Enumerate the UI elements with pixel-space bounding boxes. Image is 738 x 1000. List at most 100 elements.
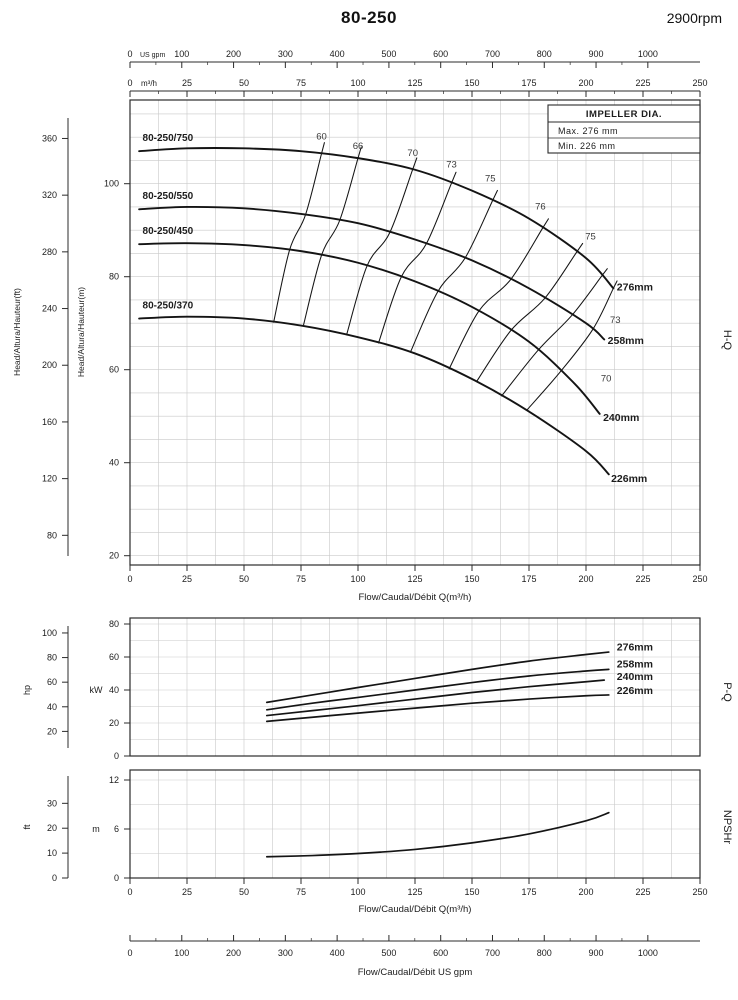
hq-x-tick-label: 100 — [350, 574, 365, 584]
impeller-dia-box — [547, 104, 701, 154]
impeller-max-row: Max. 276 mm — [558, 126, 618, 136]
hq-x-tick-label: 25 — [182, 574, 192, 584]
curve-diameter-label: 240mm — [617, 671, 653, 683]
hq-x-tick-label: 75 — [296, 574, 306, 584]
npsh-x-tick-label: 175 — [521, 887, 536, 897]
efficiency-label: 70 — [601, 373, 612, 384]
pq-kw-axis-label: kW — [90, 685, 104, 695]
npsh-ft-tick-label: 20 — [47, 823, 57, 833]
efficiency-line-70 — [346, 157, 418, 336]
top-gpm-unit-label: US gpm — [140, 52, 165, 59]
curve-diameter-label: 258mm — [608, 335, 644, 347]
power-curve-276mm — [265, 651, 610, 704]
curve-model-label: 80-250/370 — [143, 300, 194, 311]
gpm-tick-label: 800 — [537, 49, 552, 59]
gpm-tick-label: 200 — [226, 49, 241, 59]
pq-kw-tick-label: 20 — [109, 718, 119, 728]
m3h-tick-label: 50 — [239, 78, 249, 88]
efficiency-label: 75 — [585, 232, 596, 243]
section-label-npshr: NPSHr — [721, 810, 733, 845]
npsh-x-tick-label: 25 — [182, 887, 192, 897]
m3h-tick-label: 225 — [635, 78, 650, 88]
npsh-m-axis-label: m — [92, 824, 100, 834]
efficiency-line-70 — [526, 280, 618, 411]
m3h-tick-label: 250 — [692, 78, 707, 88]
m3h-tick-label: 0 — [127, 78, 132, 88]
gpm-tick-label: 400 — [330, 49, 345, 59]
pq-hp-tick-label: 80 — [47, 653, 57, 663]
efficiency-label: 73 — [446, 159, 457, 170]
hq-ft-tick-label: 80 — [47, 530, 57, 540]
npsh-x-tick-label: 150 — [464, 887, 479, 897]
gpm-tick-label: 100 — [174, 49, 189, 59]
npsh-m-tick-label: 0 — [114, 873, 119, 883]
npsh-x-tick-label: 125 — [407, 887, 422, 897]
gpm-tick-label: 500 — [381, 49, 396, 59]
hq-x-tick-label: 125 — [407, 574, 422, 584]
efficiency-label: 75 — [485, 173, 496, 184]
hq-m-tick-label: 80 — [109, 272, 119, 282]
hq-ft-tick-label: 160 — [42, 417, 57, 427]
hq-x-tick-label: 0 — [127, 574, 132, 584]
hq-x-tick-label: 175 — [521, 574, 536, 584]
rpm-label: 2900rpm — [666, 10, 722, 26]
section-label-hq: H-Q — [721, 330, 733, 351]
hq-x-tick-label: 150 — [464, 574, 479, 584]
power-curve-258mm — [265, 668, 610, 711]
efficiency-label: 73 — [610, 315, 621, 326]
power-curve-240mm — [265, 679, 606, 717]
npsh-x-tick-label: 200 — [578, 887, 593, 897]
hq-m-tick-label: 40 — [109, 458, 119, 468]
pq-hp-tick-label: 100 — [42, 628, 57, 638]
curve-diameter-label: 226mm — [611, 473, 647, 485]
bottom-gpm-tick-label: 500 — [381, 948, 396, 958]
pq-kw-tick-label: 0 — [114, 751, 119, 761]
npsh-x-tick-label: 0 — [127, 887, 132, 897]
hq-m-tick-label: 60 — [109, 365, 119, 375]
section-label-pq: P-Q — [721, 682, 733, 702]
pq-hp-tick-label: 20 — [47, 726, 57, 736]
pq-hp-tick-label: 40 — [47, 702, 57, 712]
gpm-tick-label: 300 — [278, 49, 293, 59]
efficiency-line-75 — [409, 189, 498, 353]
bottom-gpm-axis-title: Flow/Caudal/Débit US gpm — [358, 967, 473, 978]
bottom-gpm-tick-label: 600 — [433, 948, 448, 958]
npsh-x-tick-label: 75 — [296, 887, 306, 897]
hq-y-axis-title-ft: Head/Altura/Hauteur(ft) — [12, 288, 22, 376]
npsh-m-tick-label: 12 — [109, 775, 119, 785]
bottom-gpm-tick-label: 1000 — [638, 948, 658, 958]
curve-model-label: 80-250/550 — [143, 191, 194, 202]
curve-diameter-label: 240mm — [603, 412, 639, 424]
bottom-gpm-tick-label: 100 — [174, 948, 189, 958]
bottom-gpm-tick-label: 300 — [278, 948, 293, 958]
pump-curve-276mm — [138, 147, 615, 290]
hq-x-tick-label: 50 — [239, 574, 249, 584]
hq-ft-tick-label: 320 — [42, 190, 57, 200]
pump-curve-226mm — [138, 315, 610, 476]
bottom-gpm-tick-label: 900 — [589, 948, 604, 958]
bottom-gpm-tick-label: 800 — [537, 948, 552, 958]
impeller-dia-title: IMPELLER DIA. — [586, 109, 662, 120]
bottom-gpm-tick-label: 700 — [485, 948, 500, 958]
m3h-tick-label: 25 — [182, 78, 192, 88]
npsh-x-tick-label: 50 — [239, 887, 249, 897]
hq-x-tick-label: 200 — [578, 574, 593, 584]
m3h-tick-label: 175 — [521, 78, 536, 88]
efficiency-label: 70 — [407, 148, 418, 159]
gpm-tick-label: 600 — [433, 49, 448, 59]
hq-ft-tick-label: 240 — [42, 304, 57, 314]
npsh-x-tick-label: 250 — [692, 887, 707, 897]
npsh-x-axis-title: Flow/Caudal/Débit Q(m³/h) — [359, 904, 472, 915]
gpm-tick-label: 1000 — [638, 49, 658, 59]
efficiency-label: 60 — [316, 132, 327, 143]
pq-kw-tick-label: 40 — [109, 685, 119, 695]
hq-y-axis-title-m: Head/Altura/Hauteur(m) — [76, 287, 86, 377]
efficiency-line-60 — [273, 142, 325, 323]
curve-diameter-label: 276mm — [617, 641, 653, 653]
gpm-tick-label: 0 — [127, 49, 132, 59]
hq-x-tick-label: 250 — [692, 574, 707, 584]
pq-kw-tick-label: 80 — [109, 619, 119, 629]
bottom-gpm-tick-label: 400 — [330, 948, 345, 958]
